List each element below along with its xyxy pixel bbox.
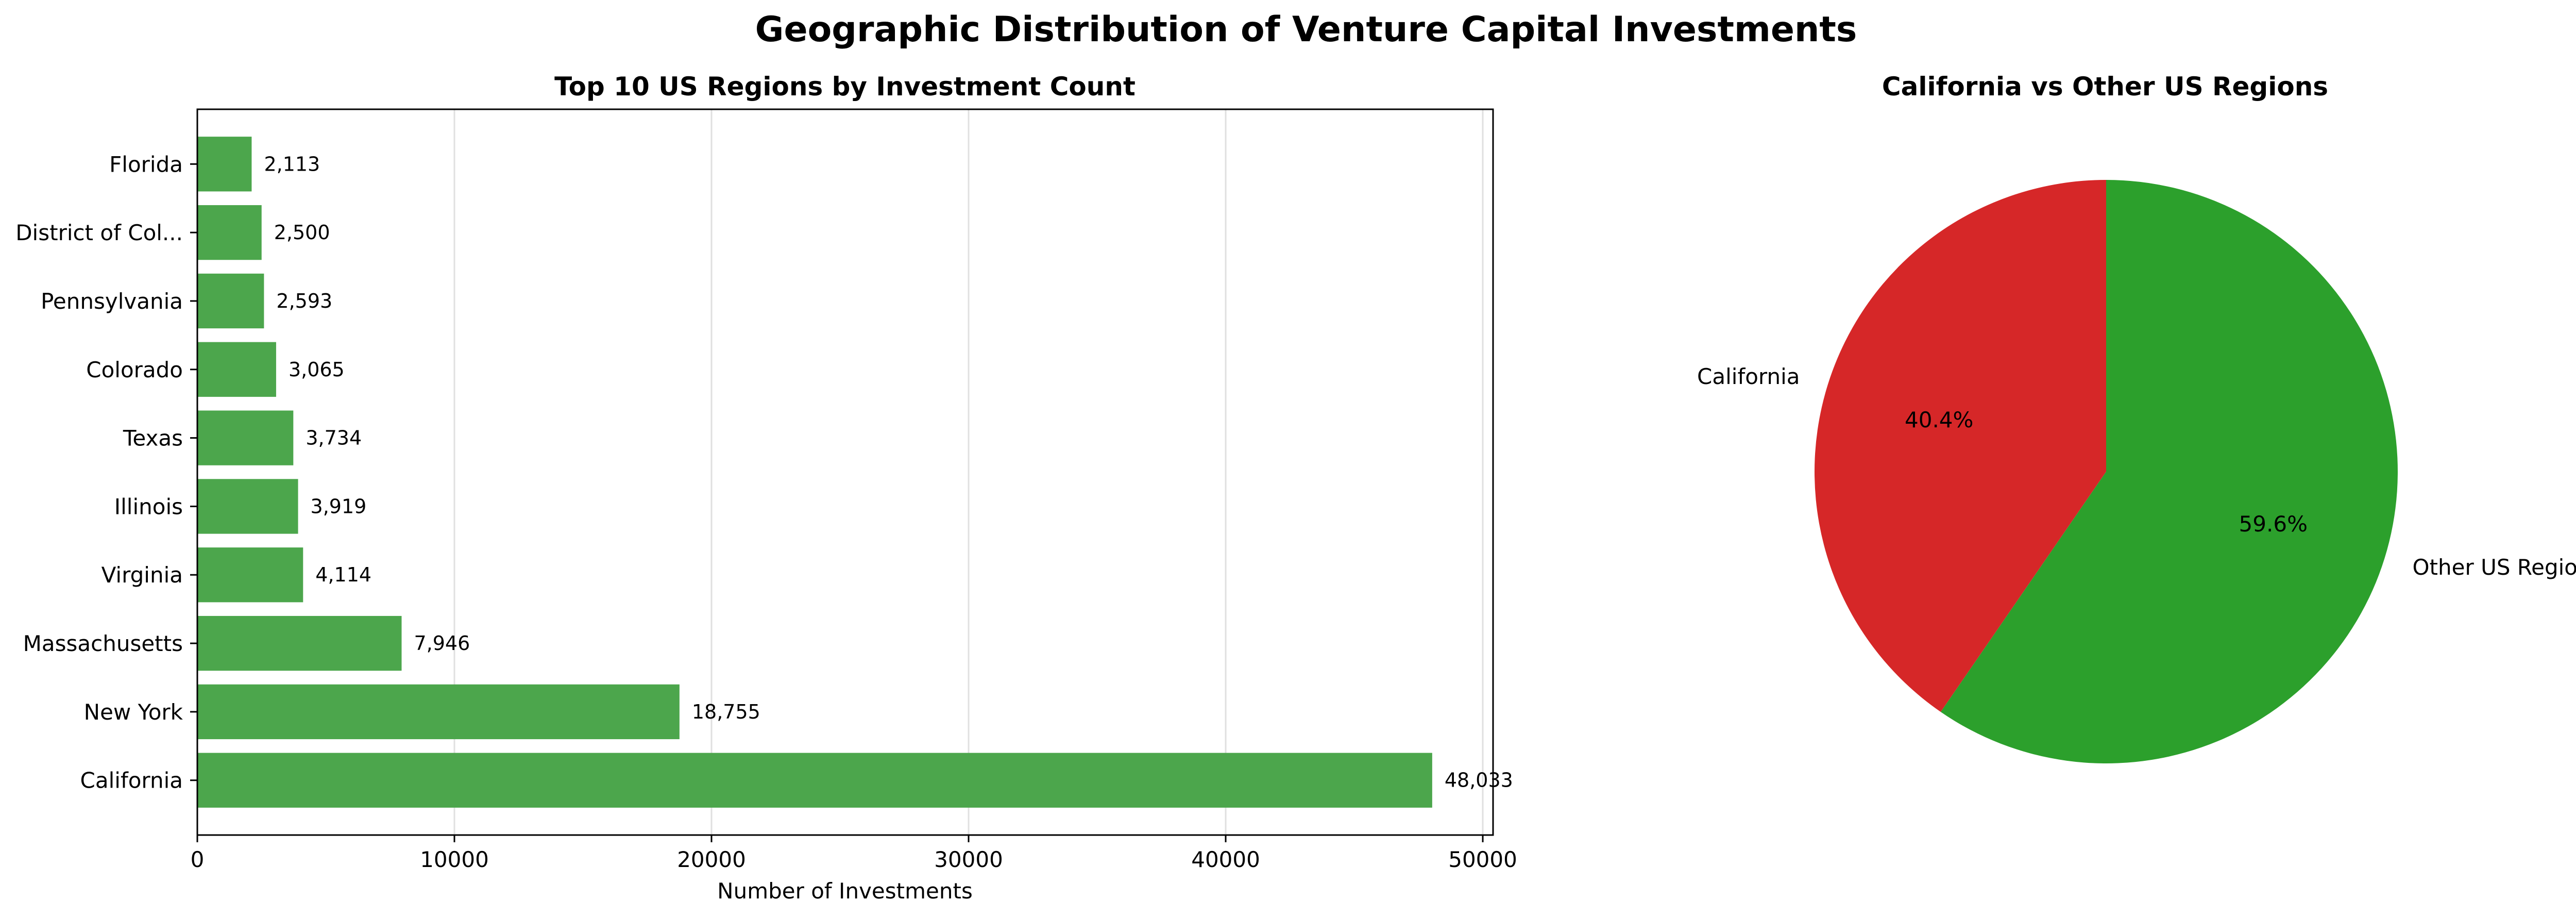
y-tick-label: California [80, 768, 183, 793]
x-tick-label: 10000 [420, 847, 489, 872]
pie-percent-label: 40.4% [1905, 407, 1973, 432]
y-tick-label: District of Col... [15, 220, 183, 245]
bar-virginia [197, 547, 303, 603]
x-tick-label: 50000 [1448, 847, 1517, 872]
bar-district-of-col [197, 205, 262, 260]
bar-value-label: 2,500 [274, 221, 330, 244]
x-tick-label: 0 [191, 847, 205, 872]
x-tick-label: 30000 [934, 847, 1003, 872]
pie-slice-other-us-regions [1940, 180, 2398, 763]
bar-chart: Top 10 US Regions by Investment Count 48… [15, 72, 1517, 904]
bar-value-label: 3,065 [289, 358, 345, 381]
bar-x-axis-label: Number of Investments [717, 878, 973, 904]
bar-plot-frame [196, 108, 1494, 836]
y-tick-label: Illinois [114, 494, 183, 519]
x-tick-label: 20000 [677, 847, 746, 872]
y-tick-label: New York [84, 699, 183, 725]
pie-percent-label: 59.6% [2239, 511, 2308, 537]
bar-value-label: 3,734 [306, 427, 362, 449]
bar-data-labels: 48,033 18,755 7,946 4,114 3,919 3,734 3,065 2,5… [264, 153, 1513, 791]
bar-new-york [197, 684, 680, 740]
pie-category-label: California [1697, 364, 1800, 389]
bar-massachusetts [197, 615, 402, 671]
bar-florida [197, 137, 252, 192]
bar-texas [197, 410, 294, 465]
bar-x-ticks: 0 10000 20000 30000 40000 50000 [191, 835, 1517, 872]
bar-california [197, 753, 1432, 808]
figure-title: Geographic Distribution of Venture Capit… [755, 9, 1857, 50]
y-tick-label: Virginia [101, 562, 183, 588]
bar-y-ticks: California New York Massachusetts Virginia I… [15, 152, 197, 793]
pie-category-label: Other US Regions [2412, 555, 2576, 580]
pie-labels: 40.4% California 59.6% Other US Regions [1697, 364, 2576, 580]
bar-value-label: 2,593 [276, 290, 332, 312]
pie-slices [1814, 180, 2398, 763]
bar-value-label: 48,033 [1445, 769, 1513, 792]
bar-value-label: 3,919 [311, 495, 367, 518]
x-tick-label: 40000 [1191, 847, 1260, 872]
bar-value-label: 2,113 [264, 153, 320, 175]
y-tick-label: Florida [109, 152, 183, 177]
y-tick-label: Colorado [86, 357, 183, 382]
bar-value-label: 18,755 [692, 701, 760, 723]
bar-illinois [197, 479, 298, 534]
bar-series [197, 137, 1432, 808]
bar-chart-title: Top 10 US Regions by Investment Count [554, 72, 1136, 102]
pie-chart: California vs Other US Regions 40.4% Cali… [1697, 72, 2576, 763]
y-tick-label: Massachusetts [23, 631, 183, 656]
bar-value-label: 7,946 [414, 632, 470, 655]
pie-slice-california [1814, 180, 2106, 712]
bar-pennsylvania [197, 273, 264, 329]
bar-colorado [197, 342, 276, 397]
bar-value-label: 4,114 [315, 563, 371, 586]
y-tick-label: Texas [123, 426, 183, 451]
y-tick-label: Pennsylvania [41, 289, 183, 314]
pie-chart-title: California vs Other US Regions [1882, 72, 2328, 102]
